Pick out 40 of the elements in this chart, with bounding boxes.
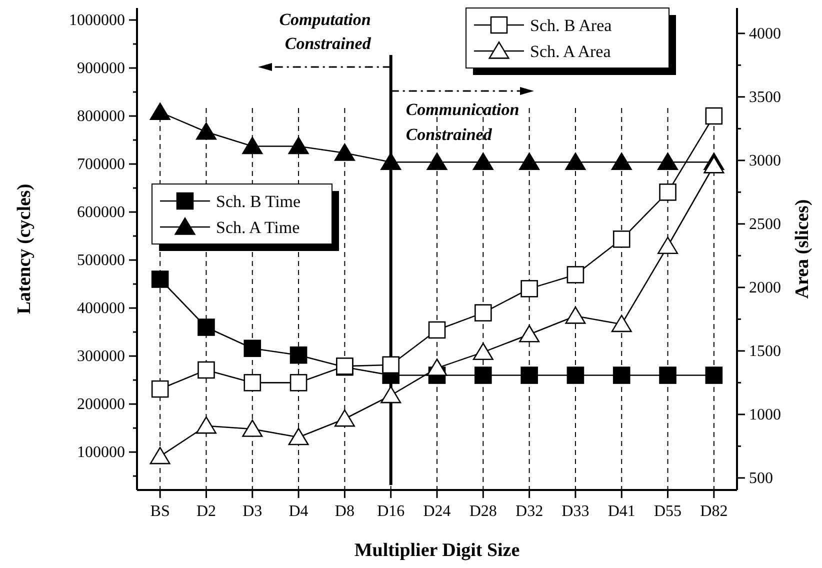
y-tick-label: 500000 [77, 252, 125, 270]
x-tick-label: D4 [288, 503, 308, 520]
x-tick-label: D28 [469, 503, 497, 520]
y2-tick-label: 2500 [749, 216, 781, 233]
y2-tick-label: 4000 [749, 25, 781, 42]
legend-label: Sch. A Time [216, 218, 300, 237]
y-tick-label: 800000 [77, 108, 125, 126]
x-tick-label: D33 [562, 503, 590, 520]
y-tick-label: 300000 [77, 348, 125, 366]
y2-tick-label: 3000 [749, 152, 781, 170]
x-tick-label: D16 [377, 503, 405, 520]
y2-tick-label: 3500 [749, 88, 781, 106]
y-tick-label: 100000 [77, 444, 125, 462]
x-tick-label: D3 [242, 503, 262, 520]
y-tick-label: 200000 [77, 396, 125, 414]
x-tick-label: D41 [608, 503, 636, 520]
legend-label: Sch. B Time [216, 192, 301, 211]
y2-tick-label: 500 [749, 470, 773, 487]
x-tick-label: D32 [516, 503, 544, 520]
x-tick-label: D82 [700, 503, 728, 520]
y2-axis-title: Area (slices) [792, 199, 813, 299]
y-tick-label: 900000 [77, 60, 125, 78]
y-tick-label: 600000 [77, 204, 125, 222]
y-tick-label: 1000000 [69, 12, 125, 29]
y2-tick-label: 1000 [749, 406, 781, 424]
annotation: Communication Constrained [406, 100, 520, 144]
y-tick-label: 700000 [77, 156, 125, 174]
annotation: Computation Constrained [279, 10, 372, 53]
y2-tick-label: 2000 [749, 279, 781, 296]
legend-label: Sch. B Area [530, 16, 612, 35]
x-tick-label: D2 [196, 503, 216, 520]
y2-tick-label: 1500 [749, 342, 781, 360]
x-tick-label: BS [150, 503, 170, 520]
x-tick-label: D8 [334, 503, 354, 520]
x-tick-label: D55 [654, 503, 682, 520]
y-tick-label: 400000 [77, 300, 125, 318]
x-axis-title: Multiplier Digit Size [354, 540, 520, 561]
y-axis-title: Latency (cycles) [14, 184, 35, 314]
legend-label: Sch. A Area [530, 42, 612, 61]
x-tick-label: D24 [423, 503, 451, 520]
